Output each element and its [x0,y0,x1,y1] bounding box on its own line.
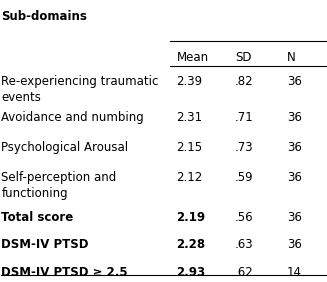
Text: 2.39: 2.39 [177,75,203,88]
Text: N: N [287,51,296,64]
Text: 36: 36 [287,211,301,224]
Text: .62: .62 [235,266,253,279]
Text: Sub-domains: Sub-domains [1,10,87,23]
Text: 36: 36 [287,238,301,251]
Text: 36: 36 [287,111,301,124]
Text: .56: .56 [235,211,253,224]
Text: .59: .59 [235,171,253,184]
Text: SD: SD [235,51,251,64]
Text: 36: 36 [287,75,301,88]
Text: 36: 36 [287,141,301,154]
Text: .82: .82 [235,75,253,88]
Text: DSM-IV PTSD ≥ 2.5: DSM-IV PTSD ≥ 2.5 [1,266,128,279]
Text: 2.15: 2.15 [177,141,203,154]
Text: .63: .63 [235,238,253,251]
Text: Total score: Total score [1,211,74,224]
Text: .71: .71 [235,111,253,124]
Text: Avoidance and numbing: Avoidance and numbing [1,111,144,124]
Text: 2.12: 2.12 [177,171,203,184]
Text: 2.31: 2.31 [177,111,203,124]
Text: Mean: Mean [177,51,209,64]
Text: 14: 14 [287,266,302,279]
Text: Self-perception and
functioning: Self-perception and functioning [1,171,117,200]
Text: DSM-IV PTSD: DSM-IV PTSD [1,238,89,251]
Text: 2.28: 2.28 [177,238,206,251]
Text: .73: .73 [235,141,253,154]
Text: Re-experiencing traumatic
events: Re-experiencing traumatic events [1,75,159,104]
Text: Psychological Arousal: Psychological Arousal [1,141,129,154]
Text: 2.93: 2.93 [177,266,206,279]
Text: 36: 36 [287,171,301,184]
Text: 2.19: 2.19 [177,211,206,224]
